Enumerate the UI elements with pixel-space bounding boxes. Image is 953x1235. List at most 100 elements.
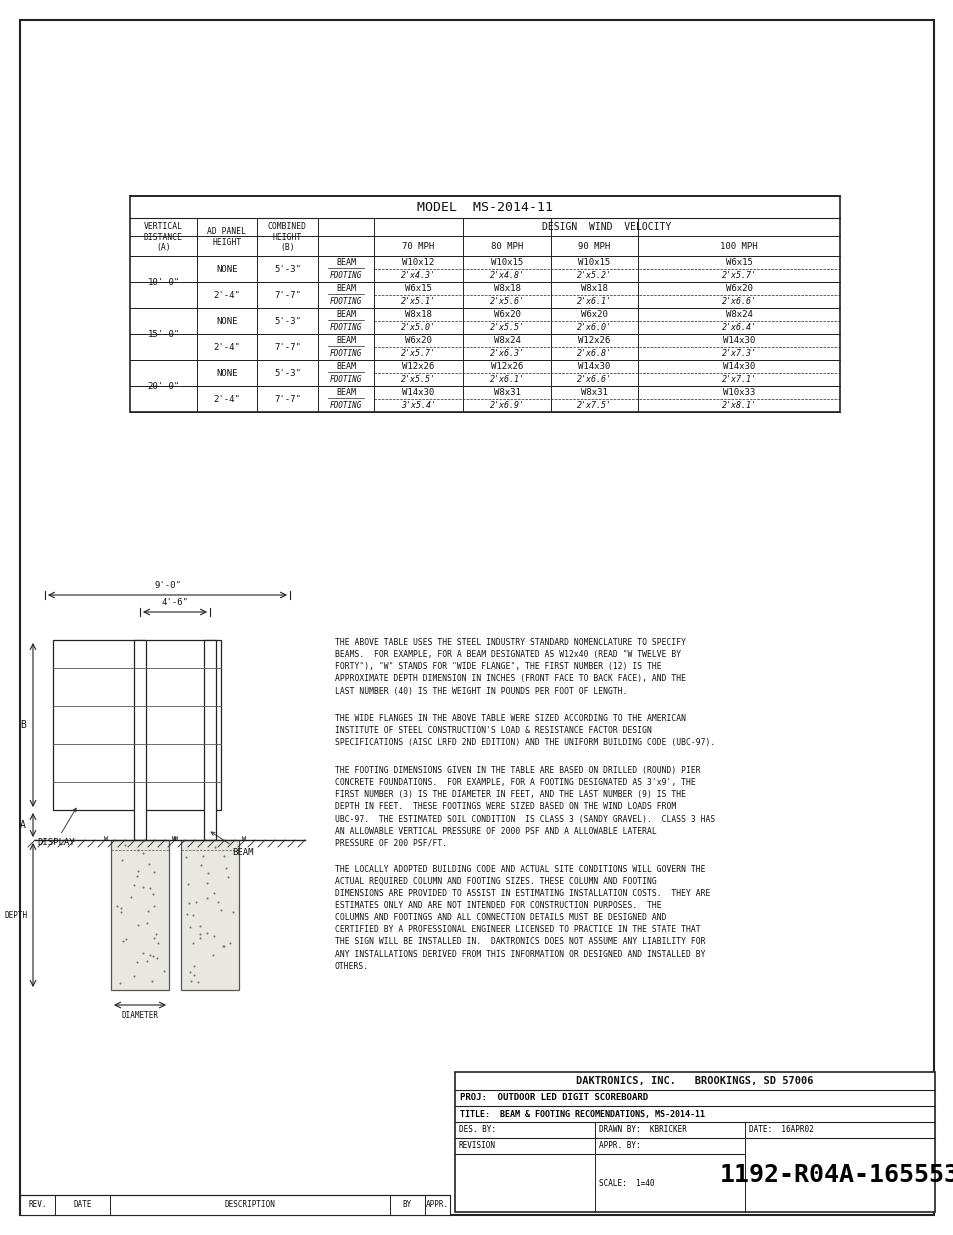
Text: W14x30: W14x30 <box>402 388 435 396</box>
Text: W8x18: W8x18 <box>405 310 432 319</box>
Text: 2'x7.3': 2'x7.3' <box>720 350 756 358</box>
Text: W10x33: W10x33 <box>722 388 755 396</box>
Text: W14x30: W14x30 <box>722 336 755 345</box>
Text: DESIGN  WIND  VELOCITY: DESIGN WIND VELOCITY <box>542 222 671 232</box>
Text: W: W <box>172 836 176 842</box>
Text: 2'x6.8': 2'x6.8' <box>577 350 612 358</box>
Text: B: B <box>20 720 26 730</box>
Text: W8x31: W8x31 <box>493 388 520 396</box>
Text: 7'-7": 7'-7" <box>274 394 300 404</box>
Text: 7'-7": 7'-7" <box>274 342 300 352</box>
Text: 3'x5.4': 3'x5.4' <box>400 401 436 410</box>
Text: APPR. BY:: APPR. BY: <box>598 1141 640 1151</box>
Text: 2'x5.2': 2'x5.2' <box>577 270 612 280</box>
Bar <box>111 840 169 990</box>
Text: 2'x6.1': 2'x6.1' <box>577 296 612 306</box>
Text: DATE:  16APR02: DATE: 16APR02 <box>748 1125 813 1135</box>
Text: 2'x5.0': 2'x5.0' <box>400 324 436 332</box>
Text: FOOTING: FOOTING <box>330 375 362 384</box>
Text: DES. BY:: DES. BY: <box>458 1125 496 1135</box>
Text: W8x18: W8x18 <box>580 284 607 293</box>
Text: BEAM: BEAM <box>335 362 355 370</box>
Text: THE WIDE FLANGES IN THE ABOVE TABLE WERE SIZED ACCORDING TO THE AMERICAN
INSTITU: THE WIDE FLANGES IN THE ABOVE TABLE WERE… <box>335 714 715 747</box>
Text: 2'x6.9': 2'x6.9' <box>489 401 524 410</box>
Text: 2'x7.1': 2'x7.1' <box>720 375 756 384</box>
Text: 2'x5.5': 2'x5.5' <box>400 375 436 384</box>
Text: FOOTING: FOOTING <box>330 324 362 332</box>
Text: 15'-0": 15'-0" <box>147 330 179 338</box>
Text: REVISION: REVISION <box>458 1141 496 1151</box>
Text: NONE: NONE <box>216 368 237 378</box>
Text: W10x12: W10x12 <box>402 258 435 267</box>
Text: 2'-4": 2'-4" <box>213 290 240 300</box>
Text: 2'x4.3': 2'x4.3' <box>400 270 436 280</box>
Text: 1192-R04A-165553: 1192-R04A-165553 <box>720 1163 953 1187</box>
Text: W14x30: W14x30 <box>722 362 755 370</box>
Text: 7'-7": 7'-7" <box>274 290 300 300</box>
Text: 2'x6.0': 2'x6.0' <box>577 324 612 332</box>
Text: FOOTING: FOOTING <box>330 401 362 410</box>
Text: 2'x6.1': 2'x6.1' <box>489 375 524 384</box>
Text: 2'x5.6': 2'x5.6' <box>489 296 524 306</box>
Text: FOOTING: FOOTING <box>330 350 362 358</box>
Text: DRAWN BY:  KBRICKER: DRAWN BY: KBRICKER <box>598 1125 686 1135</box>
Text: THE ABOVE TABLE USES THE STEEL INDUSTRY STANDARD NOMENCLATURE TO SPECIFY
BEAMS. : THE ABOVE TABLE USES THE STEEL INDUSTRY … <box>335 638 685 695</box>
Text: MODEL  MS-2014-11: MODEL MS-2014-11 <box>416 200 553 214</box>
Text: COMBINED
HEIGHT
(B): COMBINED HEIGHT (B) <box>268 222 307 252</box>
Text: W14x30: W14x30 <box>578 362 610 370</box>
Text: BY: BY <box>402 1200 412 1209</box>
Text: W8x31: W8x31 <box>580 388 607 396</box>
Text: W: W <box>104 836 108 842</box>
Text: BEAM: BEAM <box>335 336 355 345</box>
Text: 5'-3": 5'-3" <box>274 316 300 326</box>
Text: 2'x5.1': 2'x5.1' <box>400 296 436 306</box>
Text: 2'x5.5': 2'x5.5' <box>489 324 524 332</box>
Text: W: W <box>173 836 178 842</box>
Text: W10x15: W10x15 <box>491 258 522 267</box>
Text: 2'x5.7': 2'x5.7' <box>400 350 436 358</box>
Text: SCALE:  1=40: SCALE: 1=40 <box>598 1178 654 1188</box>
Text: BEAM: BEAM <box>211 832 253 857</box>
Text: AD PANEL
HEIGHT: AD PANEL HEIGHT <box>208 227 246 247</box>
Text: FOOTING: FOOTING <box>330 270 362 280</box>
Text: 2'-4": 2'-4" <box>213 394 240 404</box>
Text: W: W <box>242 836 246 842</box>
Text: DATE: DATE <box>73 1200 91 1209</box>
Text: 2'x6.6': 2'x6.6' <box>720 296 756 306</box>
Text: W6x20: W6x20 <box>493 310 520 319</box>
Text: 2'x8.1': 2'x8.1' <box>720 401 756 410</box>
Text: 90 MPH: 90 MPH <box>578 242 610 251</box>
Text: DIAMETER: DIAMETER <box>121 1010 158 1020</box>
Text: FOOTING: FOOTING <box>330 296 362 306</box>
Text: 5'-3": 5'-3" <box>274 264 300 273</box>
Bar <box>133 640 146 840</box>
Text: NONE: NONE <box>216 264 237 273</box>
Bar <box>181 840 239 990</box>
Text: A: A <box>20 820 26 830</box>
Text: 5'-3": 5'-3" <box>274 368 300 378</box>
Text: 2'-4": 2'-4" <box>213 342 240 352</box>
Text: BEAM: BEAM <box>335 310 355 319</box>
Text: 100 MPH: 100 MPH <box>720 242 757 251</box>
Text: W12x26: W12x26 <box>402 362 435 370</box>
Text: W6x15: W6x15 <box>725 258 752 267</box>
Text: 2'x6.4': 2'x6.4' <box>720 324 756 332</box>
Text: BEAM: BEAM <box>335 388 355 396</box>
Text: 2'x6.3': 2'x6.3' <box>489 350 524 358</box>
Text: DISPLAY: DISPLAY <box>37 808 76 847</box>
Text: 4'-6": 4'-6" <box>161 598 189 606</box>
Text: NONE: NONE <box>216 316 237 326</box>
Text: W8x24: W8x24 <box>493 336 520 345</box>
Text: THE FOOTING DIMENSIONS GIVEN IN THE TABLE ARE BASED ON DRILLED (ROUND) PIER
CONC: THE FOOTING DIMENSIONS GIVEN IN THE TABL… <box>335 766 715 848</box>
Text: W10x15: W10x15 <box>578 258 610 267</box>
Text: W12x26: W12x26 <box>491 362 522 370</box>
Text: W8x24: W8x24 <box>725 310 752 319</box>
Text: 10'-0": 10'-0" <box>147 278 179 287</box>
Text: 2'x4.8': 2'x4.8' <box>489 270 524 280</box>
Text: VERTICAL
DISTANCE
(A): VERTICAL DISTANCE (A) <box>144 222 183 252</box>
Text: THE LOCALLY ADOPTED BUILDING CODE AND ACTUAL SITE CONDITIONS WILL GOVERN THE
ACT: THE LOCALLY ADOPTED BUILDING CODE AND AC… <box>335 864 710 971</box>
Bar <box>20 1195 450 1215</box>
Bar <box>53 640 221 810</box>
Text: 2'x6.6': 2'x6.6' <box>577 375 612 384</box>
Text: W12x26: W12x26 <box>578 336 610 345</box>
